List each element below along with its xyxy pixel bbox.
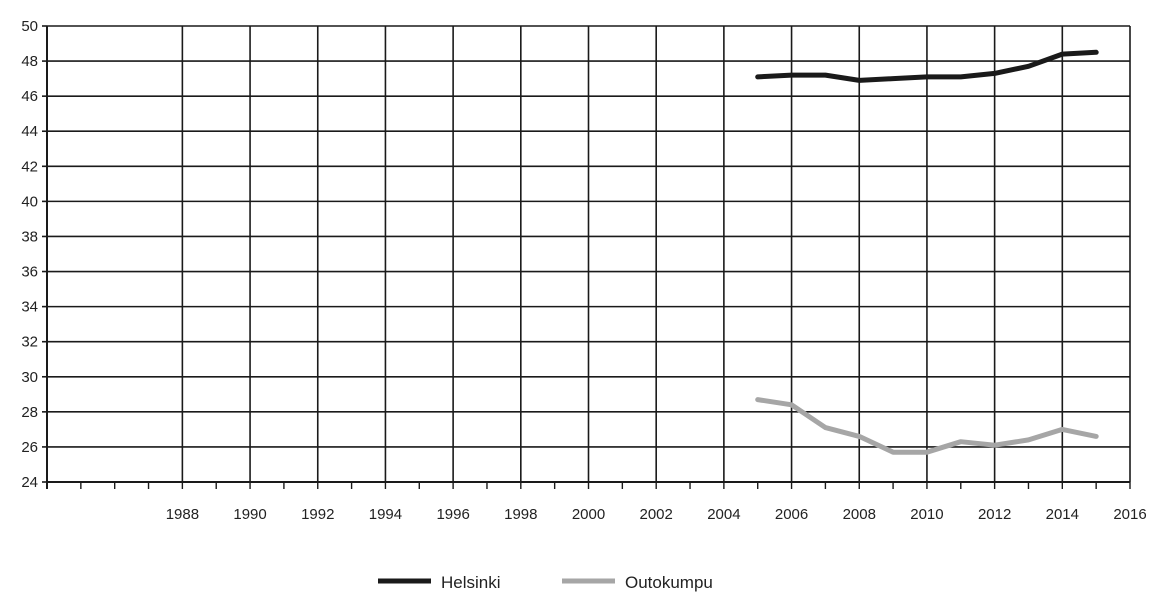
legend: Helsinki Outokumpu	[378, 573, 713, 592]
grid	[47, 25, 1131, 483]
y-tick-label: 42	[21, 158, 38, 175]
y-tick-label: 28	[21, 404, 38, 421]
y-tick-label: 34	[21, 299, 38, 316]
y-tick-label: 24	[21, 474, 38, 491]
y-tick-label: 38	[21, 228, 38, 245]
y-tick-label: 48	[21, 53, 38, 70]
series-line-outokumpu	[755, 397, 1099, 455]
y-tick-label: 44	[21, 123, 38, 140]
legend-label-helsinki: Helsinki	[441, 573, 501, 592]
x-tick-label: 1994	[369, 506, 402, 523]
legend-label-outokumpu: Outokumpu	[625, 573, 713, 592]
x-tick-label: 2004	[707, 506, 740, 523]
y-tick-label: 50	[21, 18, 38, 35]
series-line-helsinki	[755, 49, 1099, 83]
y-tick-label: 26	[21, 439, 38, 456]
x-tick-label: 1998	[504, 506, 537, 523]
x-tick-label: 2000	[572, 506, 605, 523]
y-tick-label: 36	[21, 264, 38, 281]
x-tick-label: 2014	[1046, 506, 1079, 523]
y-tick-label: 40	[21, 193, 38, 210]
x-tick-label: 1996	[436, 506, 469, 523]
x-tick-label: 2016	[1113, 506, 1146, 523]
axes: 24 26 28 30 32 34 36 38 40 42 44 46 48 50 1988 1990 1992…	[21, 18, 1146, 523]
series-layer	[755, 49, 1099, 455]
x-tick-label: 2006	[775, 506, 808, 523]
x-tick-label: 2002	[640, 506, 673, 523]
x-tick-label: 1990	[233, 506, 266, 523]
x-tick-label: 1988	[166, 506, 199, 523]
y-tick-label: 46	[21, 88, 38, 105]
x-tick-label: 2010	[910, 506, 943, 523]
x-tick-label: 2012	[978, 506, 1011, 523]
y-tick-label: 32	[21, 334, 38, 351]
y-tick-label: 30	[21, 369, 38, 386]
x-tick-label: 2008	[843, 506, 876, 523]
x-tick-label: 1992	[301, 506, 334, 523]
